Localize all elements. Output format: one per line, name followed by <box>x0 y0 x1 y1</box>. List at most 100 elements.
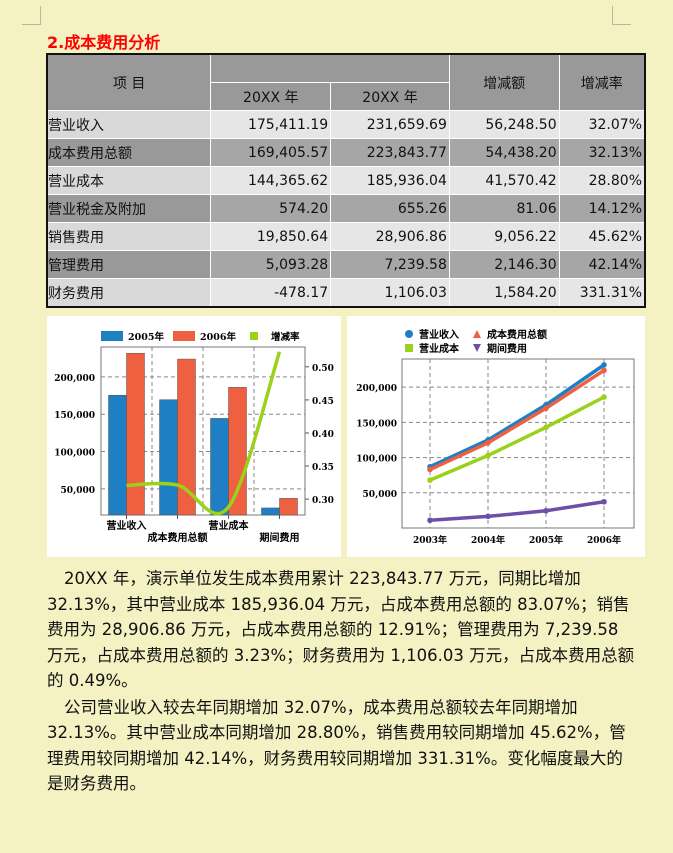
series-line-营业收入 <box>429 363 605 469</box>
y-tick-label: 50,000 <box>61 486 95 496</box>
legend-label: 期间费用 <box>487 342 527 355</box>
header-years-group <box>210 53 450 83</box>
cost-table: 项 目 增减额 增减率 20XX 年 20XX 年 营业收入 175,411.19… <box>46 53 646 308</box>
cell-rate: 28.80% <box>558 166 646 195</box>
table-row: 成本费用总额 169,405.57 223,843.77 54,438.20 32.13… <box>46 138 646 167</box>
y2-tick-label: 0.35 <box>312 463 334 473</box>
bar-2005年 <box>159 399 178 516</box>
legend-label: 2005年 <box>128 331 164 343</box>
cell-change: 81.06 <box>448 194 560 223</box>
header-item: 项 目 <box>46 53 212 111</box>
cell-y2: 28,906.86 <box>330 222 450 251</box>
cell-name: 营业收入 <box>46 110 212 139</box>
y2-tick-label: 0.50 <box>312 364 334 374</box>
y-tick-label: 200,000 <box>356 384 397 394</box>
y-tick-label: 50,000 <box>363 490 397 500</box>
data-point <box>485 439 491 446</box>
cell-rate: 42.14% <box>558 250 646 279</box>
cell-y2: 655.26 <box>330 194 450 223</box>
bar-line-chart: 50,000 100,000 150,000 200,000 0.30 0.35 0.40 0… <box>47 316 341 557</box>
plot-area <box>401 358 635 529</box>
y-tick-label: 200,000 <box>54 374 95 384</box>
table-row: 管理费用 5,093.28 7,239.58 2,146.30 42.14% <box>46 250 646 279</box>
header-year2: 20XX 年 <box>330 82 450 111</box>
x-tick-label: 期间费用 <box>260 531 300 544</box>
legend-swatch <box>173 331 195 341</box>
line-chart-svg: 50,000 100,000 150,000 200,000 2003年 2004年 200… <box>356 328 635 546</box>
header-rate: 增减率 <box>558 53 646 111</box>
bar-chart-svg: 50,000 100,000 150,000 200,000 0.30 0.35 0.40 0… <box>54 331 334 544</box>
data-point <box>543 424 549 431</box>
data-point <box>543 507 549 514</box>
bar-2005年 <box>108 394 127 516</box>
cell-change: 41,570.42 <box>448 166 560 195</box>
page-corner-mark <box>22 6 41 25</box>
cell-rate: 14.12% <box>558 194 646 223</box>
paragraph: 20XX 年，演示单位发生成本费用累计 223,843.77 万元，同期比增加 … <box>47 569 635 690</box>
table-row: 销售费用 19,850.64 28,906.86 9,056.22 45.62% <box>46 222 646 251</box>
cell-y1: -478.17 <box>210 278 332 308</box>
x-tick-label: 2006年 <box>587 534 621 546</box>
data-point <box>427 517 433 524</box>
cell-change: 54,438.20 <box>448 138 560 167</box>
data-point <box>427 477 433 483</box>
cell-y2: 185,936.04 <box>330 166 450 195</box>
header-year1: 20XX 年 <box>210 82 332 111</box>
legend-label: 营业收入 <box>419 328 459 341</box>
rate-line <box>126 351 282 516</box>
cell-rate: 45.62% <box>558 222 646 251</box>
legend-label: 2006年 <box>200 331 236 343</box>
y-tick-label: 150,000 <box>54 411 95 421</box>
cell-y1: 175,411.19 <box>210 110 332 139</box>
cell-rate: 331.31% <box>558 278 646 308</box>
cell-name: 管理费用 <box>46 250 212 279</box>
cell-name: 成本费用总额 <box>46 138 212 167</box>
table-row: 财务费用 -478.17 1,106.03 1,584.20 331.31% <box>46 278 646 308</box>
x-tick-label: 营业收入 <box>107 519 147 532</box>
body-text: 20XX 年，演示单位发生成本费用累计 223,843.77 万元，同期比增加 … <box>47 566 637 797</box>
cell-y2: 223,843.77 <box>330 138 450 167</box>
y-tick-label: 150,000 <box>356 419 397 429</box>
table-row: 营业收入 175,411.19 231,659.69 56,248.50 32.07% <box>46 110 646 139</box>
table-row: 营业成本 144,365.62 185,936.04 41,570.42 28.80% <box>46 166 646 195</box>
cell-name: 销售费用 <box>46 222 212 251</box>
legend-label: 营业成本 <box>419 342 460 355</box>
line-chart: 50,000 100,000 150,000 200,000 2003年 2004年 200… <box>347 316 645 557</box>
legend-marker-square <box>405 344 413 352</box>
legend-swatch <box>250 332 258 340</box>
bar-2005年 <box>210 418 229 516</box>
cell-y2: 7,239.58 <box>330 250 450 279</box>
data-point <box>601 367 607 374</box>
x-tick-label: 2003年 <box>413 534 447 546</box>
legend-swatch <box>101 331 123 341</box>
cell-name: 财务费用 <box>46 278 212 308</box>
cell-y1: 144,365.62 <box>210 166 332 195</box>
cell-y1: 19,850.64 <box>210 222 332 251</box>
plot-area <box>100 346 306 516</box>
cell-y2: 1,106.03 <box>330 278 450 308</box>
data-point <box>601 498 607 505</box>
legend-marker-triangle-up <box>473 330 481 338</box>
legend-marker-triangle-down <box>473 344 481 352</box>
cell-y1: 5,093.28 <box>210 250 332 279</box>
x-tick-label: 2004年 <box>471 534 505 546</box>
series-line-成本费用总额 <box>429 368 605 472</box>
cell-rate: 32.07% <box>558 110 646 139</box>
x-tick-label: 2005年 <box>529 534 563 546</box>
bar-2005年 <box>261 507 280 516</box>
section-heading: 2.成本费用分析 <box>47 33 161 52</box>
data-point <box>485 452 491 459</box>
data-point <box>601 394 607 400</box>
x-tick-label: 营业成本 <box>209 519 250 532</box>
cell-name: 营业税金及附加 <box>46 194 212 223</box>
legend-label: 增减率 <box>271 331 300 343</box>
data-point <box>543 405 549 412</box>
cell-name: 营业成本 <box>46 166 212 195</box>
y2-tick-label: 0.30 <box>312 496 334 506</box>
x-tick-label: 成本费用总额 <box>148 531 208 544</box>
data-point <box>427 466 433 473</box>
bar-2006年 <box>279 498 298 516</box>
cell-y2: 231,659.69 <box>330 110 450 139</box>
cell-y1: 169,405.57 <box>210 138 332 167</box>
legend-label: 成本费用总额 <box>487 328 547 341</box>
